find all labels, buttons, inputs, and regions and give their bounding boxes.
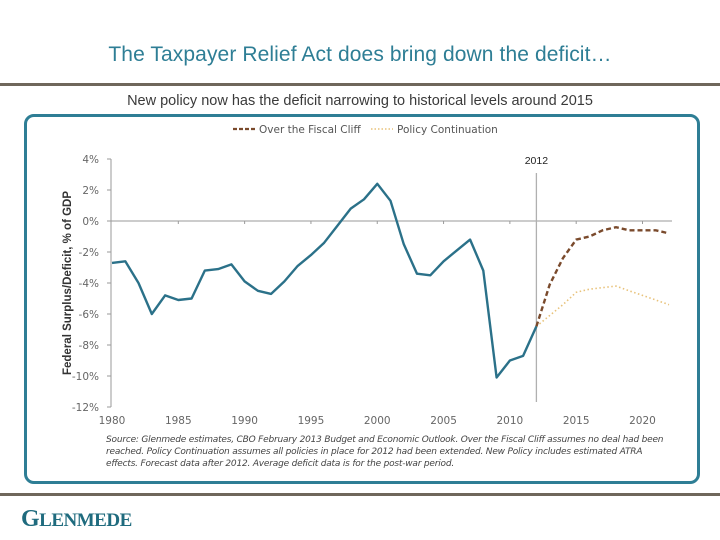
x-tick-label: 1985 (165, 415, 192, 427)
y-tick-label: -8% (79, 340, 99, 352)
y-axis-label: Federal Surplus/Deficit, % of GDP (62, 191, 74, 375)
chart-series (111, 182, 670, 379)
x-tick-label: 2000 (364, 415, 391, 427)
footer-divider (0, 493, 720, 496)
series-policy-continuation-line (535, 285, 670, 328)
title-divider (0, 83, 720, 86)
y-tick-label: -6% (79, 309, 99, 321)
x-tick-label: 1995 (298, 415, 325, 427)
x-tick-label: 2010 (497, 415, 524, 427)
y-tick-label: 0% (82, 216, 99, 228)
chart-panel (24, 114, 700, 484)
y-tick-label: -4% (79, 278, 99, 290)
x-tick-label: 2005 (430, 415, 457, 427)
y-tick-label: -12% (72, 402, 99, 414)
legend-label-policy-continuation: Policy Continuation (397, 124, 498, 136)
x-tick-label: 2020 (629, 415, 656, 427)
logo-initial: G (21, 506, 40, 532)
series-historical-line (111, 182, 538, 379)
y-tick-label: -2% (79, 247, 99, 259)
series-over-the-fiscal-cliff-line (535, 225, 670, 327)
x-tick-label: 2015 (563, 415, 590, 427)
chart-axes: 4% 2% 0% -2% -4% -6% -8% -10% -12%1980 1985 1990 19… (72, 154, 672, 427)
x-tick-label: 1980 (99, 415, 126, 427)
slide-subtitle: New policy now has the deficit narrowing… (127, 93, 593, 109)
legend-label-fiscal-cliff: Over the Fiscal Cliff (259, 124, 361, 136)
y-tick-label: 4% (82, 154, 99, 166)
chart-legend: Over the Fiscal Cliff Policy Continuatio… (233, 124, 498, 136)
slide-title: The Taxpayer Relief Act does bring down … (108, 43, 612, 66)
logo-rest: LENMEDE (39, 510, 132, 531)
x-tick-label: 1990 (231, 415, 258, 427)
glenmede-logo: GLENMEDE (21, 506, 132, 533)
source-note: Source: Glenmede estimates, CBO February… (106, 435, 664, 469)
y-tick-label: 2% (82, 185, 99, 197)
forecast-divider-label: 2012 (525, 155, 549, 167)
y-tick-label: -10% (72, 371, 99, 383)
